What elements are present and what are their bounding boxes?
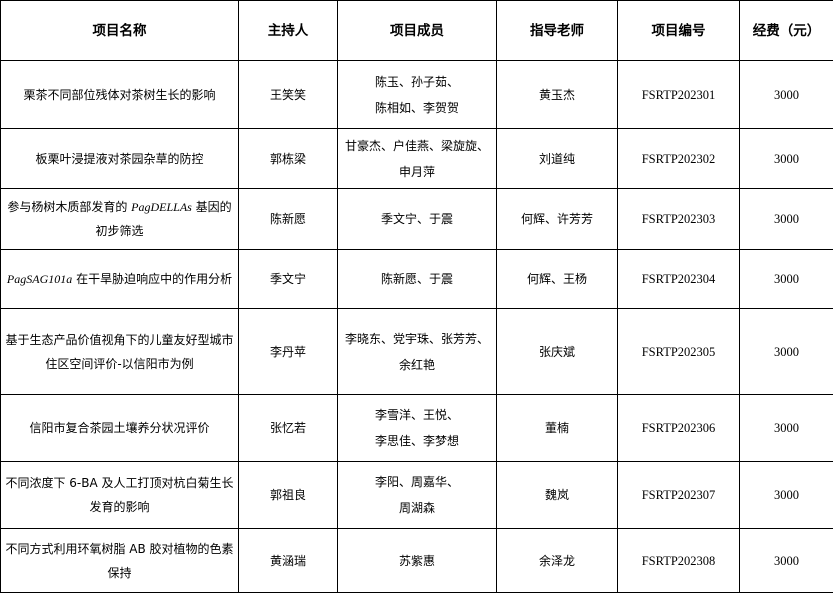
advisor-cell: 刘道纯 (496, 128, 618, 189)
project-name-text: 参与杨树木质部发育的 (7, 200, 132, 214)
table-row: 参与杨树木质部发育的 PagDELLAs 基因的初步筛选 陈新愿 季文宁、于震 何辉、… (0, 188, 833, 250)
project-name-text: 基于生态产品价值视角下的儿童友好型城市住区空间评价-以信阳市为例 (5, 332, 234, 371)
members-cell: 苏紫惠 (337, 528, 497, 593)
header-funding: 经费（元） (739, 0, 833, 61)
project-name-cell: 参与杨树木质部发育的 PagDELLAs 基因的初步筛选 (0, 188, 239, 250)
funding-cell: 3000 (739, 128, 833, 189)
table-row: 信阳市复合茶园土壤养分状况评价 张忆若 李雪洋、王悦、 李思佳、李梦想 董楠 FSRTP… (0, 394, 833, 462)
table-row: PagSAG101a 在干旱胁迫响应中的作用分析 季文宁 陈新愿、于震 何辉、王杨 FS… (0, 249, 833, 309)
project-name-text: 板栗叶浸提液对茶园杂草的防控 (35, 151, 204, 166)
header-host: 主持人 (238, 0, 338, 61)
members-cell: 陈新愿、于震 (337, 249, 497, 309)
funding-cell: 3000 (739, 461, 833, 529)
funding-cell: 3000 (739, 308, 833, 395)
host-cell: 李丹苹 (238, 308, 338, 395)
project-code-cell: FSRTP202307 (617, 461, 740, 529)
host-cell: 季文宁 (238, 249, 338, 309)
project-code-cell: FSRTP202302 (617, 128, 740, 189)
funding-cell: 3000 (739, 528, 833, 593)
members-cell: 陈玉、孙子茹、 陈相如、李贺贺 (337, 60, 497, 129)
funding-cell: 3000 (739, 188, 833, 250)
table-row: 板栗叶浸提液对茶园杂草的防控 郭栋梁 甘豪杰、户佳燕、梁旋旋、 申月萍 刘道纯 FSRT… (0, 128, 833, 189)
funding-cell: 3000 (739, 394, 833, 462)
gene-name: PagDELLAs (131, 200, 192, 214)
project-name-text: 栗茶不同部位残体对茶树生长的影响 (23, 87, 216, 102)
header-project-code: 项目编号 (617, 0, 740, 61)
advisor-cell: 董楠 (496, 394, 618, 462)
advisor-cell: 张庆斌 (496, 308, 618, 395)
table-row: 不同浓度下 6-BA 及人工打顶对杭白菊生长发育的影响 郭祖良 李阳、周嘉华、 周湖… (0, 461, 833, 529)
project-name-text: 基因的初步筛选 (95, 200, 232, 238)
project-name-cell: 信阳市复合茶园土壤养分状况评价 (0, 394, 239, 462)
header-advisor: 指导老师 (496, 0, 618, 61)
project-name-cell: 不同方式利用环氧树脂 AB 胶对植物的色素保持 (0, 528, 239, 593)
members-cell: 季文宁、于震 (337, 188, 497, 250)
project-code-cell: FSRTP202304 (617, 249, 740, 309)
members-cell: 李阳、周嘉华、 周湖森 (337, 461, 497, 529)
host-cell: 陈新愿 (238, 188, 338, 250)
members-cell: 甘豪杰、户佳燕、梁旋旋、 申月萍 (337, 128, 497, 189)
project-name-text: 不同方式利用环氧树脂 AB 胶对植物的色素保持 (5, 541, 234, 580)
table-row: 栗茶不同部位残体对茶树生长的影响 王笑笑 陈玉、孙子茹、 陈相如、李贺贺 黄玉杰 FSR… (0, 60, 833, 129)
table-row: 不同方式利用环氧树脂 AB 胶对植物的色素保持 黄涵瑞 苏紫惠 余泽龙 FSRTP202… (0, 528, 833, 593)
advisor-cell: 何辉、许芳芳 (496, 188, 618, 250)
project-code-cell: FSRTP202301 (617, 60, 740, 129)
project-code-cell: FSRTP202303 (617, 188, 740, 250)
project-code-cell: FSRTP202308 (617, 528, 740, 593)
host-cell: 张忆若 (238, 394, 338, 462)
header-project-name: 项目名称 (0, 0, 239, 61)
project-name-cell: 板栗叶浸提液对茶园杂草的防控 (0, 128, 239, 189)
project-name-cell: 不同浓度下 6-BA 及人工打顶对杭白菊生长发育的影响 (0, 461, 239, 529)
project-name-text: 不同浓度下 6-BA 及人工打顶对杭白菊生长发育的影响 (5, 476, 234, 514)
project-code-cell: FSRTP202305 (617, 308, 740, 395)
funding-cell: 3000 (739, 60, 833, 129)
project-name-cell: 基于生态产品价值视角下的儿童友好型城市住区空间评价-以信阳市为例 (0, 308, 239, 395)
advisor-cell: 黄玉杰 (496, 60, 618, 129)
project-name-text: 在干旱胁迫响应中的作用分析 (72, 272, 233, 286)
header-members: 项目成员 (337, 0, 497, 61)
project-name-cell: 栗茶不同部位残体对茶树生长的影响 (0, 60, 239, 129)
header-row: 项目名称 主持人 项目成员 指导老师 项目编号 经费（元） (0, 0, 833, 61)
advisor-cell: 魏岚 (496, 461, 618, 529)
project-name-cell: PagSAG101a 在干旱胁迫响应中的作用分析 (0, 249, 239, 309)
funding-cell: 3000 (739, 249, 833, 309)
table-row: 基于生态产品价值视角下的儿童友好型城市住区空间评价-以信阳市为例 李丹苹 李晓东、党… (0, 308, 833, 395)
gene-name: PagSAG101a (6, 272, 73, 286)
project-code-cell: FSRTP202306 (617, 394, 740, 462)
host-cell: 黄涵瑞 (238, 528, 338, 593)
host-cell: 郭栋梁 (238, 128, 338, 189)
members-cell: 李晓东、党宇珠、张芳芳、 余红艳 (337, 308, 497, 395)
host-cell: 郭祖良 (238, 461, 338, 529)
members-cell: 李雪洋、王悦、 李思佳、李梦想 (337, 394, 497, 462)
advisor-cell: 余泽龙 (496, 528, 618, 593)
host-cell: 王笑笑 (238, 60, 338, 129)
advisor-cell: 何辉、王杨 (496, 249, 618, 309)
project-name-text: 信阳市复合茶园土壤养分状况评价 (29, 421, 210, 435)
